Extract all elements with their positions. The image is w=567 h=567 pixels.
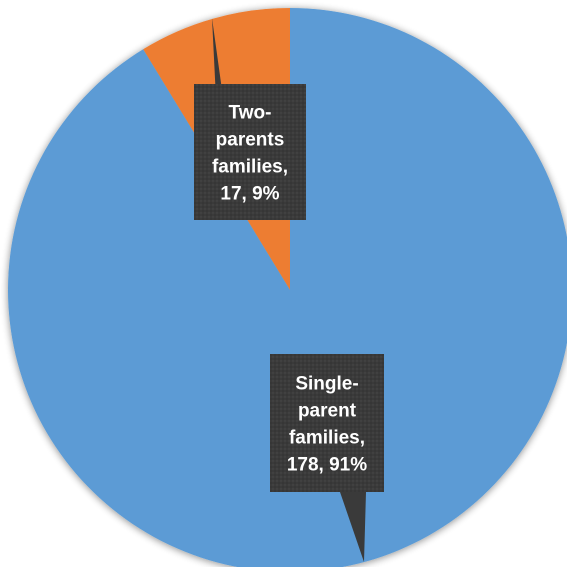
data-label-line: Two- bbox=[229, 102, 272, 123]
data-label-line: parents bbox=[216, 129, 285, 150]
data-labels-layer: Two-parents families, 17, 9% Single-parent f… bbox=[194, 18, 384, 562]
callout-box bbox=[270, 354, 384, 492]
data-label-line: families, bbox=[289, 427, 365, 448]
pie-slice-2 bbox=[8, 8, 567, 567]
data-label-line: families, bbox=[212, 156, 288, 177]
data-label-line: 178, 91% bbox=[287, 454, 367, 475]
callout-box bbox=[194, 84, 306, 220]
data-label-line: parent bbox=[298, 400, 357, 421]
callout-pointer bbox=[340, 492, 366, 562]
data-label-line: 17, 9% bbox=[220, 183, 279, 204]
data-label-1: Two-parents families, 17, 9% bbox=[194, 18, 306, 220]
data-label-2: Single-parent families, 178, 91% bbox=[270, 354, 384, 562]
data-label-line: Single- bbox=[295, 373, 358, 394]
